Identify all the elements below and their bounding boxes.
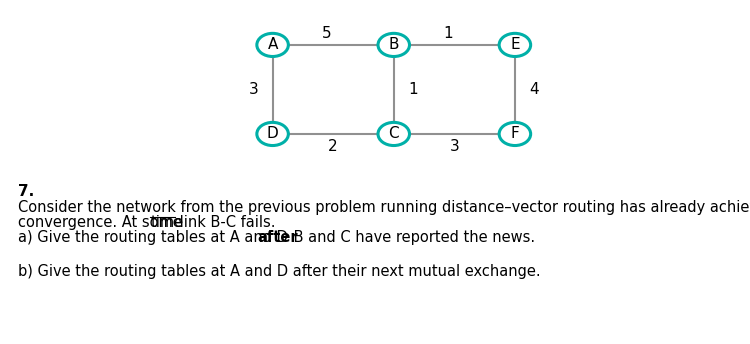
Text: F: F [511, 127, 519, 141]
Text: 5: 5 [322, 26, 332, 41]
Text: B and C have reported the news.: B and C have reported the news. [289, 230, 535, 245]
Text: B: B [388, 37, 399, 52]
Text: 1: 1 [408, 82, 418, 97]
Text: a) Give the routing tables at A and D: a) Give the routing tables at A and D [18, 230, 292, 245]
Text: 3: 3 [248, 82, 258, 97]
Text: convergence. At some: convergence. At some [18, 215, 186, 230]
Circle shape [500, 122, 531, 146]
Text: after: after [257, 230, 298, 245]
Text: 3: 3 [449, 139, 459, 154]
Circle shape [256, 33, 288, 56]
Text: Consider the network from the previous problem running distance–vector routing h: Consider the network from the previous p… [18, 200, 750, 215]
Text: time: time [150, 215, 184, 230]
Text: E: E [510, 37, 520, 52]
Circle shape [378, 122, 410, 146]
Text: 7.: 7. [18, 184, 34, 199]
Circle shape [500, 33, 531, 56]
Text: link B-C fails.: link B-C fails. [176, 215, 276, 230]
Text: 2: 2 [328, 139, 338, 154]
Text: 4: 4 [530, 82, 539, 97]
Text: b) Give the routing tables at A and D after their next mutual exchange.: b) Give the routing tables at A and D af… [18, 264, 541, 279]
Text: C: C [388, 127, 399, 141]
Text: 1: 1 [443, 26, 453, 41]
Text: D: D [267, 127, 278, 141]
Circle shape [256, 122, 288, 146]
Circle shape [378, 33, 410, 56]
Text: A: A [268, 37, 278, 52]
